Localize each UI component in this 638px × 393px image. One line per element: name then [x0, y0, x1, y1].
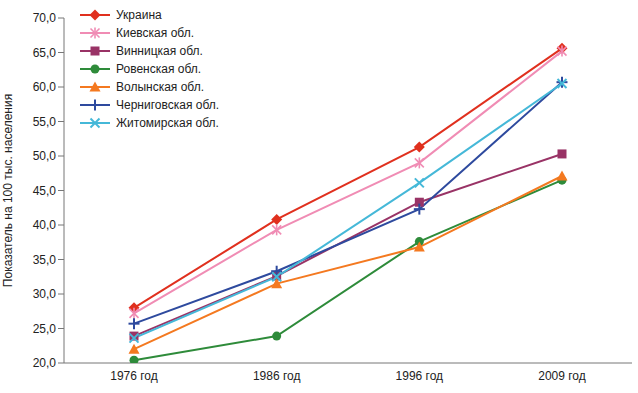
- svg-text:60,0: 60,0: [33, 80, 57, 94]
- svg-text:30,0: 30,0: [33, 287, 57, 301]
- svg-text:65,0: 65,0: [33, 46, 57, 60]
- html-text:Украина: Украина: [116, 8, 162, 22]
- html-text:Житомирская обл.: Житомирская обл.: [116, 116, 219, 130]
- html-text:Волынская обл.: Волынская обл.: [116, 80, 204, 94]
- html-text:Черниговская обл.: Черниговская обл.: [116, 98, 220, 112]
- svg-text:35,0: 35,0: [33, 253, 57, 267]
- svg-text:2009 год: 2009 год: [538, 369, 586, 383]
- html-text:Ровенская обл.: Ровенская обл.: [116, 62, 202, 76]
- html-text:Киевская обл.: Киевская обл.: [116, 26, 194, 40]
- html-text:Винницкая обл.: Винницкая обл.: [116, 44, 203, 58]
- svg-text:55,0: 55,0: [33, 115, 57, 129]
- svg-text:1976 год: 1976 год: [110, 369, 158, 383]
- svg-text:Показатель на 100 тыс. населен: Показатель на 100 тыс. населения: [8, 94, 15, 287]
- svg-text:1996 год: 1996 год: [396, 369, 444, 383]
- svg-text:40,0: 40,0: [33, 218, 57, 232]
- svg-text:20,0: 20,0: [33, 356, 57, 370]
- svg-text:70,0: 70,0: [33, 11, 57, 25]
- svg-text:45,0: 45,0: [33, 184, 57, 198]
- svg-text:50,0: 50,0: [33, 149, 57, 163]
- svg-text:1986 год: 1986 год: [253, 369, 301, 383]
- svg-text:25,0: 25,0: [33, 322, 57, 336]
